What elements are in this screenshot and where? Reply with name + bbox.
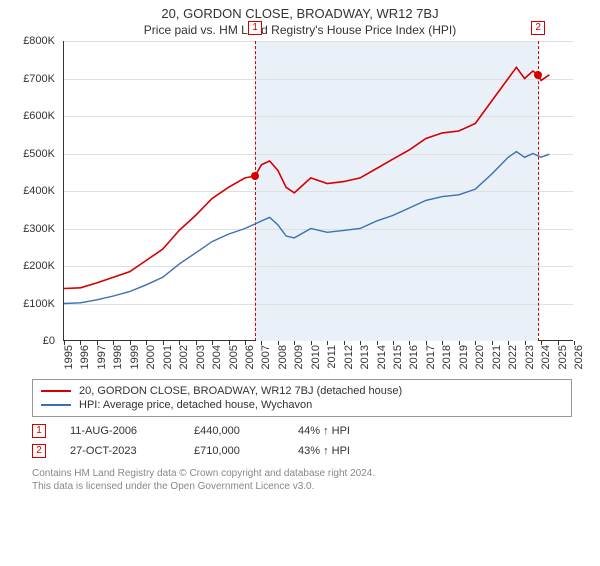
y-tick-label: £600K [15,110,55,122]
x-tick-label: 1997 [96,345,108,369]
x-tick-label: 2013 [359,345,371,369]
x-tick-label: 2007 [260,345,272,369]
plot-area: 12 [63,41,573,341]
series-subject [64,67,549,288]
x-tick-label: 2006 [244,345,256,369]
x-tick-label: 2004 [211,345,223,369]
x-tick-label: 2014 [376,345,388,369]
transaction-marker: 1 [32,424,46,438]
transaction-price: £710,000 [194,445,274,457]
legend-swatch [41,404,71,406]
legend-swatch [41,390,71,392]
x-tick-label: 1996 [79,345,91,369]
x-tick-label: 2001 [162,345,174,369]
x-tick-label: 2026 [573,345,585,369]
transaction-date: 11-AUG-2006 [70,425,170,437]
x-tick-label: 2003 [195,345,207,369]
x-tick-label: 2008 [277,345,289,369]
footer-line: This data is licensed under the Open Gov… [32,480,568,493]
footer-line: Contains HM Land Registry data © Crown c… [32,467,568,480]
y-tick-label: £700K [15,73,55,85]
x-tick-label: 2011 [326,345,338,369]
page-subtitle: Price paid vs. HM Land Registry's House … [0,23,600,37]
x-tick-label: 2016 [408,345,420,369]
chart: 12 1995 1996 1997 1998 1999 2000 2001 2002 2003 2… [15,41,585,371]
x-tick-label: 2019 [458,345,470,369]
y-tick-label: £200K [15,260,55,272]
y-tick-label: £0 [15,335,55,347]
page-title: 20, GORDON CLOSE, BROADWAY, WR12 7BJ [0,6,600,21]
legend-label: 20, GORDON CLOSE, BROADWAY, WR12 7BJ (de… [79,385,402,397]
x-tick-label: 2024 [540,345,552,369]
y-tick-label: £800K [15,35,55,47]
legend-item: 20, GORDON CLOSE, BROADWAY, WR12 7BJ (de… [41,384,563,398]
x-tick-label: 2012 [343,345,355,369]
x-tick-label: 2002 [178,345,190,369]
x-tick-label: 2009 [293,345,305,369]
x-tick-label: 2005 [228,345,240,369]
transaction-date: 27-OCT-2023 [70,445,170,457]
x-tick-label: 2010 [310,345,322,369]
series-layer [64,41,574,341]
x-tick-label: 2015 [392,345,404,369]
transaction-marker: 2 [32,444,46,458]
marker-badge: 2 [531,21,545,35]
x-tick-label: 1999 [129,345,141,369]
transaction-vs-hpi: 44% ↑ HPI [298,425,350,437]
x-tick-label: 2018 [441,345,453,369]
marker-badge: 1 [248,21,262,35]
x-tick-label: 2017 [425,345,437,369]
y-tick-label: £400K [15,185,55,197]
marker-dot [534,71,542,79]
legend: 20, GORDON CLOSE, BROADWAY, WR12 7BJ (de… [32,379,572,417]
x-tick-label: 2021 [491,345,503,369]
y-tick-label: £300K [15,223,55,235]
x-tick-label: 2023 [524,345,536,369]
marker-dot [251,172,259,180]
legend-item: HPI: Average price, detached house, Wych… [41,398,563,412]
x-tick-label: 2025 [557,345,569,369]
x-tick-label: 1998 [112,345,124,369]
attribution-footer: Contains HM Land Registry data © Crown c… [32,467,568,493]
transaction-row: 1 11-AUG-2006 £440,000 44% ↑ HPI [32,421,568,441]
legend-label: HPI: Average price, detached house, Wych… [79,399,312,411]
y-tick-label: £500K [15,148,55,160]
transactions-table: 1 11-AUG-2006 £440,000 44% ↑ HPI 2 27-OCT-202… [32,421,568,461]
transaction-vs-hpi: 43% ↑ HPI [298,445,350,457]
x-tick-label: 1995 [63,345,75,369]
x-tick-label: 2022 [507,345,519,369]
series-hpi [64,152,549,304]
x-tick-label: 2020 [474,345,486,369]
y-tick-label: £100K [15,298,55,310]
transaction-price: £440,000 [194,425,274,437]
transaction-row: 2 27-OCT-2023 £710,000 43% ↑ HPI [32,441,568,461]
x-tick-label: 2000 [145,345,157,369]
